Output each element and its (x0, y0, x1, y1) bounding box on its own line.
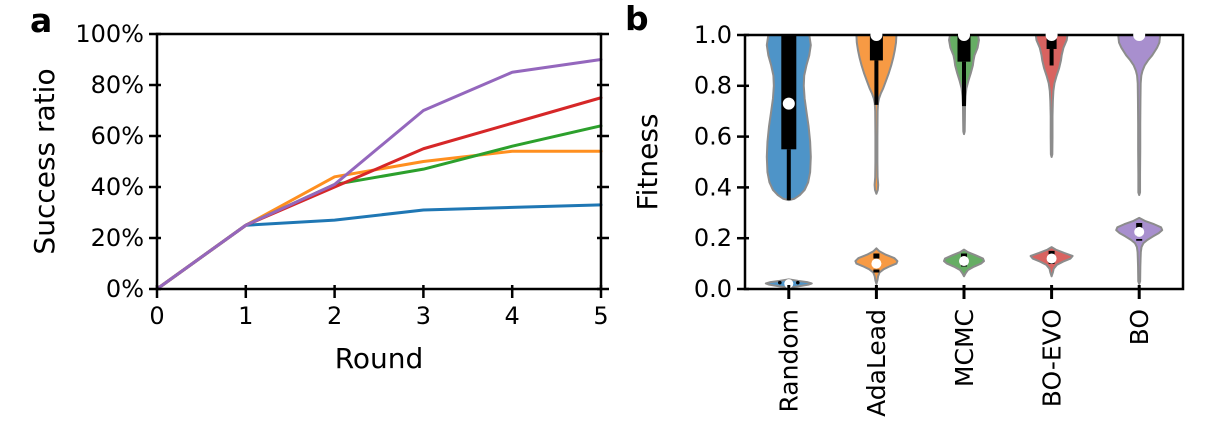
category-label-mcmc: MCMC (950, 309, 979, 387)
box-bo-evo (1046, 35, 1057, 49)
median-dot-bo-upper (1133, 29, 1146, 41)
median-dot-bo-lower (1134, 226, 1145, 237)
line-series-orange (155, 149, 603, 291)
median-dot-bo-evo-lower (1046, 253, 1057, 264)
y-axis-title: Fitness (631, 114, 664, 211)
x-tick-label: 4 (505, 302, 520, 330)
panel-b-label: b (625, 0, 649, 38)
median-dot-adalead-upper (870, 29, 883, 41)
y-tick-label: 100% (75, 20, 144, 48)
median-dot-random-upper (782, 97, 795, 110)
median-dot-mcmc-lower (959, 256, 969, 267)
category-label-adalead: AdaLead (862, 309, 891, 417)
lower-edge-dot (778, 280, 782, 285)
panel-a-label: a (30, 1, 53, 40)
x-tick-label: 0 (149, 302, 164, 330)
median-dot-mcmc-upper (958, 29, 970, 41)
y-tick-label: 0.0 (694, 275, 732, 303)
violin-adalead-upper (855, 34, 898, 195)
box-random (781, 35, 797, 150)
x-tick-label: 5 (593, 302, 608, 330)
y-tick-label: 80% (91, 71, 144, 99)
y-tick-label: 40% (91, 173, 144, 201)
y-tick-label: 20% (91, 224, 144, 252)
box-adalead (869, 35, 883, 61)
y-tick-label: 0.6 (694, 123, 732, 151)
x-tick-label: 1 (238, 302, 253, 330)
x-tick-label: 2 (327, 302, 342, 330)
category-label-bo-evo: BO-EVO (1037, 309, 1066, 407)
panel-b-spines (743, 33, 1185, 291)
x-tick-label: 3 (416, 302, 431, 330)
y-tick-label: 1.0 (694, 21, 732, 49)
box-mcmc (957, 35, 971, 62)
line-series-red (155, 96, 603, 291)
panel-a-spines (155, 32, 603, 291)
lower-edge-dot (796, 280, 800, 285)
median-dot-bo-evo-upper (1045, 29, 1058, 41)
y-tick-label: 0.2 (694, 224, 732, 252)
median-dot-adalead-lower (871, 258, 882, 269)
y-tick-label: 60% (91, 122, 144, 150)
violin-bo-lower (1115, 216, 1164, 285)
x-axis-title: Round (335, 342, 424, 375)
violin-bo-upper (1117, 34, 1162, 197)
category-label-random: Random (775, 309, 804, 413)
median-dot-random-lower (784, 279, 794, 289)
y-tick-label: 0.8 (694, 72, 732, 100)
y-tick-label: 0% (106, 275, 144, 303)
line-series-blue (155, 203, 603, 291)
line-series-purple (155, 58, 603, 291)
category-label-bo: BO (1125, 309, 1154, 345)
y-tick-label: 0.4 (694, 173, 732, 201)
y-axis-title: Success ratio (28, 68, 61, 254)
violin-bo-evo-upper (1034, 34, 1069, 158)
